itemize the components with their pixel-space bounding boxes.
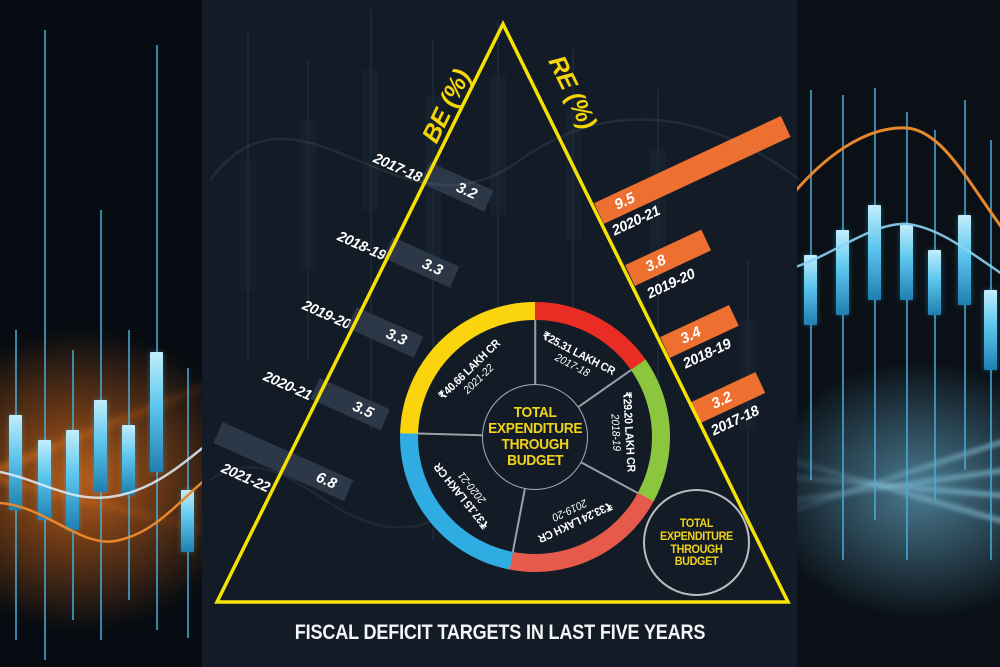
candle-body xyxy=(150,352,163,472)
candle-body xyxy=(804,255,817,325)
faint-candle xyxy=(300,120,316,270)
faint-candle xyxy=(490,75,506,215)
candle-body xyxy=(94,400,107,492)
candle-wick xyxy=(44,30,46,660)
faint-candle xyxy=(363,70,379,210)
candle-wick xyxy=(156,45,158,630)
candle-body xyxy=(9,415,22,510)
be-value-2020-21: 3.5 xyxy=(350,397,377,422)
candle-body xyxy=(958,215,971,305)
be-value-2017-18: 3.2 xyxy=(453,179,480,204)
candle-body xyxy=(38,440,51,520)
donut-center-label: TOTAL EXPENDITURE THROUGH BUDGET xyxy=(487,404,583,469)
candle-wick xyxy=(906,112,908,560)
faint-candle xyxy=(240,160,256,290)
segment-label-2018-19: ₹29.20 LAKH CR 2018-19 xyxy=(607,391,638,473)
candle-body xyxy=(181,490,194,552)
background-right-market-chart xyxy=(797,0,1000,667)
total-expenditure-badge: TOTAL EXPENDITURE THROUGH BUDGET xyxy=(643,489,750,596)
trend-curves xyxy=(0,446,202,543)
background-left-market-chart xyxy=(0,0,202,667)
candle-body xyxy=(122,425,135,495)
candle-wick xyxy=(874,88,876,520)
candle-body xyxy=(836,230,849,315)
total-expenditure-donut: ₹25.31 LAKH CR 2017-18 ₹29.20 LAKH CR 20… xyxy=(400,302,670,572)
be-value-2018-19: 3.3 xyxy=(419,255,446,280)
candle-wick xyxy=(934,130,936,500)
donut-center-circle: TOTAL EXPENDITURE THROUGH BUDGET xyxy=(482,384,588,490)
candle-body xyxy=(928,250,941,315)
candle-body xyxy=(900,225,913,300)
trend-curves xyxy=(797,126,1000,275)
candle-wick xyxy=(842,95,844,560)
be-value-2021-22: 6.8 xyxy=(313,468,340,493)
candle-body xyxy=(66,430,79,530)
badge-label: TOTAL EXPENDITURE THROUGH BUDGET xyxy=(660,515,733,569)
page-title: FISCAL DEFICIT TARGETS IN LAST FIVE YEAR… xyxy=(294,620,706,644)
candle-body xyxy=(984,290,997,370)
